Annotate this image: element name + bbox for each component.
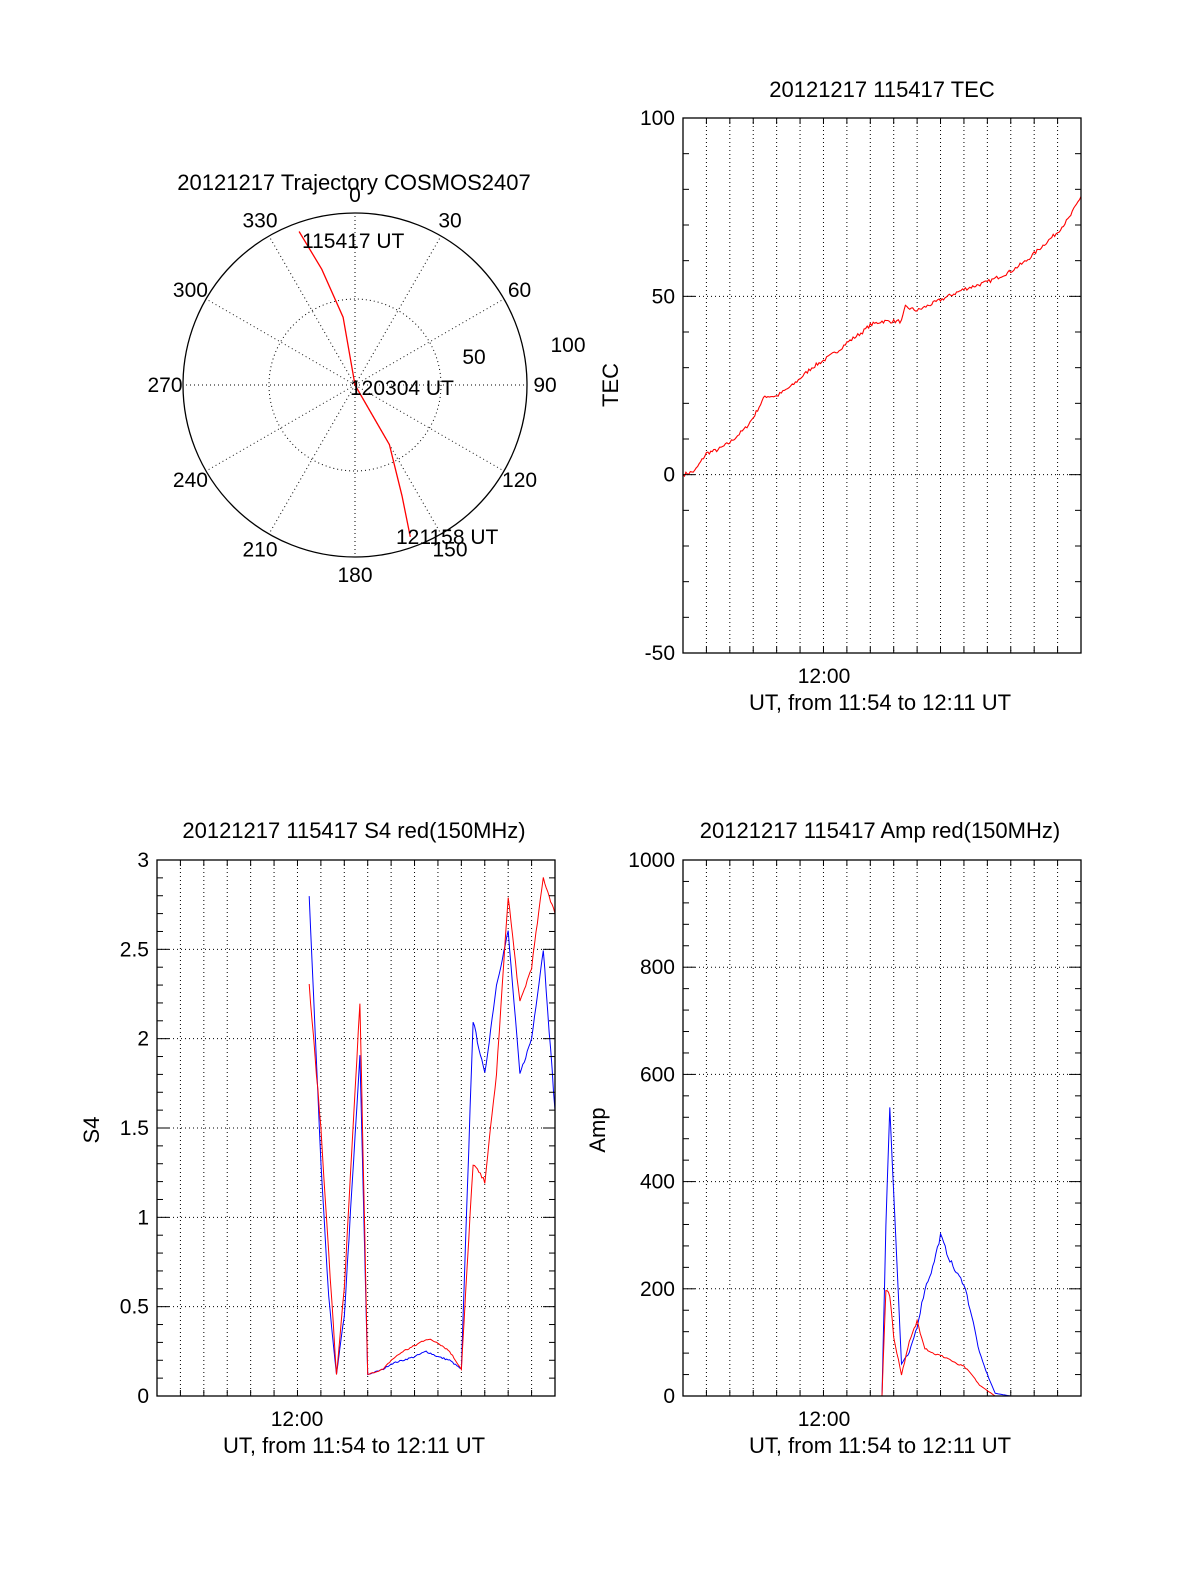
- polar-title: 20121217 Trajectory COSMOS2407: [177, 170, 530, 195]
- polar-angle-label-60: 60: [508, 279, 531, 302]
- polar-angle-label-150: 150: [432, 539, 467, 562]
- amp-x-tick-label: 12:00: [798, 1408, 851, 1431]
- tec-y-tick-label: 100: [640, 107, 675, 130]
- polar-angle-label-120: 120: [502, 469, 537, 492]
- polar-annotation-end: 121158 UT: [396, 526, 499, 549]
- polar-spoke-30: [354, 235, 442, 386]
- polar-angle-label-300: 300: [173, 279, 208, 302]
- tec-plot-frame: [682, 117, 1082, 654]
- amp-series: [683, 1107, 1081, 1397]
- tec-x-tick-label: 12:00: [798, 665, 851, 688]
- polar-angle-label-90: 90: [533, 374, 556, 397]
- tec-x-axis-label: UT, from 11:54 to 12:11 UT: [749, 690, 1011, 715]
- s4-x-tick-label: 12:00: [271, 1408, 324, 1431]
- polar-trajectory-line-0: [298, 231, 411, 538]
- s4-y-tick-label: 1.5: [120, 1117, 149, 1140]
- s4-y-tick-label: 0.5: [120, 1296, 149, 1319]
- s4-series-line-0: [308, 896, 556, 1376]
- polar-angle-label-210: 210: [242, 539, 277, 562]
- polar-angle-label-330: 330: [242, 209, 277, 232]
- tec-y-tick-label: 50: [652, 285, 675, 308]
- polar-angle-label-240: 240: [173, 469, 208, 492]
- polar-series: [298, 231, 411, 538]
- amp-x-axis-label: UT, from 11:54 to 12:11 UT: [749, 1433, 1011, 1458]
- s4-panel: 20121217 115417 S4 red(150MHz) 0 0.5 1 1.5 2…: [79, 818, 556, 1458]
- polar-angle-label-270: 270: [147, 374, 182, 397]
- polar-angle-label-30: 30: [438, 209, 461, 232]
- tec-title: 20121217 115417 TEC: [769, 77, 995, 102]
- amp-y-axis-label: Amp: [585, 1107, 610, 1152]
- amp-plot-frame: [682, 859, 1082, 1397]
- s4-series-line-1: [308, 877, 556, 1375]
- tec-series: [682, 196, 1082, 478]
- s4-y-tick-label: 3: [137, 849, 149, 872]
- polar-angle-label-180: 180: [337, 564, 372, 587]
- tec-panel: 20121217 115417 TEC -50 0 50 100 12:00 UT, …: [598, 77, 1082, 715]
- amp-y-tick-label: 800: [640, 956, 675, 979]
- polar-spoke-60: [354, 298, 505, 386]
- s4-y-tick-label: 2: [137, 1028, 149, 1051]
- polar-annotation-mid: 120304 UT: [350, 377, 454, 400]
- polar-spoke-300: [205, 298, 356, 386]
- tec-y-ticks: -50 0 50 100: [640, 107, 1081, 665]
- amp-title: 20121217 115417 Amp red(150MHz): [700, 818, 1060, 843]
- s4-x-axis-label: UT, from 11:54 to 12:11 UT: [223, 1433, 485, 1458]
- amp-grid: [683, 860, 1081, 1396]
- polar-radial-tick-50: 50: [462, 346, 485, 369]
- polar-spoke-120: [354, 384, 505, 472]
- amp-panel: 20121217 115417 Amp red(150MHz) 0 200 400 6…: [585, 818, 1082, 1458]
- polar-annotation-start: 115417 UT: [302, 230, 405, 253]
- s4-y-axis-label: S4: [79, 1117, 104, 1144]
- polar-angle-labels: 0 30 60 90 120 150 180 210 240 270 300 330: [147, 184, 556, 587]
- tec-y-axis-label: TEC: [598, 363, 623, 407]
- s4-y-tick-label: 1: [137, 1206, 149, 1229]
- amp-y-ticks: 0 200 400 600 800 1000: [628, 849, 1081, 1408]
- s4-series: [308, 877, 556, 1376]
- amp-y-tick-label: 1000: [628, 849, 675, 872]
- tec-y-tick-label: 0: [663, 464, 675, 487]
- trajectory-polar-panel: 20121217 Trajectory COSMOS2407 0 30 60 90 12…: [147, 170, 585, 587]
- polar-radial-tick-100: 100: [550, 334, 585, 357]
- polar-grid-ring-50: [268, 298, 442, 472]
- polar-angle-label-0: 0: [349, 184, 361, 207]
- polar-outer-circle: [182, 212, 528, 558]
- polar-spoke-330: [268, 235, 356, 386]
- tec-series-line-0: [682, 196, 1082, 478]
- s4-y-tick-label: 2.5: [120, 938, 149, 961]
- s4-y-tick-label: 0: [137, 1385, 149, 1408]
- amp-series-line-0: [683, 1107, 1081, 1397]
- s4-title: 20121217 115417 S4 red(150MHz): [182, 818, 525, 843]
- polar-spoke-210: [268, 384, 356, 535]
- amp-y-tick-label: 400: [640, 1171, 675, 1194]
- amp-y-tick-label: 0: [663, 1385, 675, 1408]
- tec-y-tick-label: -50: [645, 642, 675, 665]
- amp-y-tick-label: 200: [640, 1278, 675, 1301]
- amp-y-tick-label: 600: [640, 1063, 675, 1086]
- s4-y-ticks: 0 0.5 1 1.5 2 2.5 3: [120, 849, 555, 1408]
- tec-grid: [683, 118, 1081, 653]
- polar-spoke-240: [205, 384, 356, 472]
